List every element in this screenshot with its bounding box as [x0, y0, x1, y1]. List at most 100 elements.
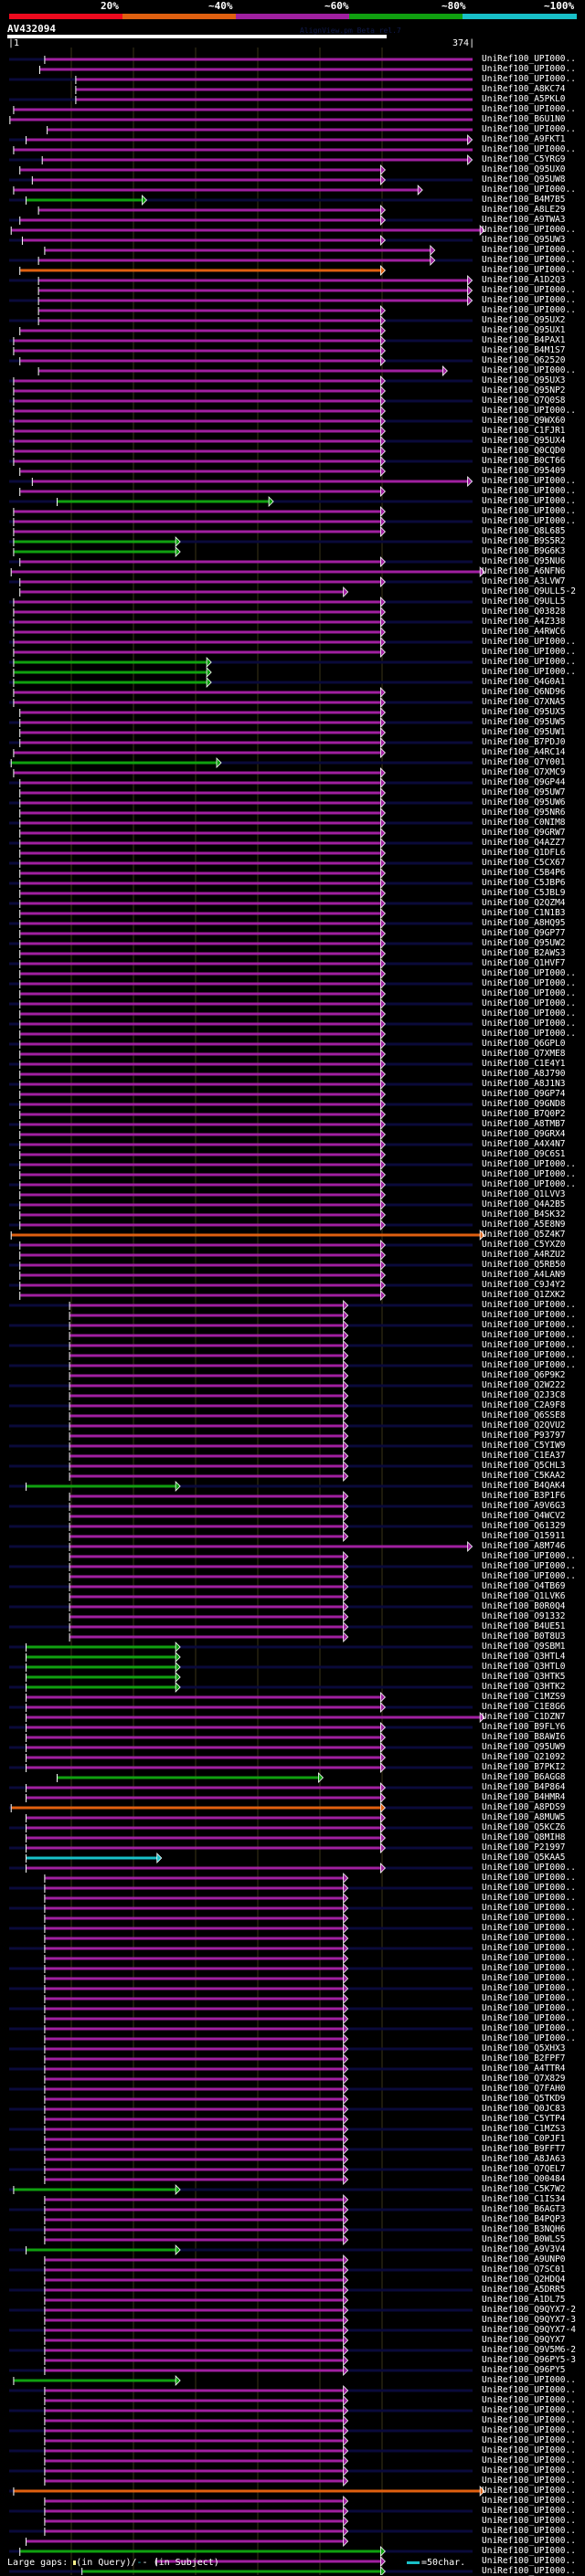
hit-row[interactable]	[9, 106, 473, 114]
hit-row[interactable]	[9, 647, 473, 658]
hit-row[interactable]	[9, 2425, 473, 2436]
hit-row[interactable]	[9, 2064, 473, 2075]
hit-row[interactable]	[9, 1149, 473, 1160]
hit-row[interactable]	[9, 1752, 473, 1763]
hit-row[interactable]	[9, 1300, 473, 1311]
hit-label[interactable]: UniRef100_A8J1N3	[482, 1079, 566, 1089]
hit-row[interactable]	[9, 385, 473, 396]
hit-label[interactable]: UniRef100_Q9GRX4	[482, 1129, 566, 1139]
hit-row[interactable]	[9, 1913, 473, 1924]
hit-row[interactable]	[9, 2516, 473, 2527]
hit-row[interactable]	[9, 667, 473, 678]
hit-row[interactable]	[9, 2415, 473, 2426]
hit-label[interactable]: UniRef100_A9V6G3	[482, 1501, 566, 1511]
hit-label[interactable]: UniRef100_Q1DFL6	[482, 848, 566, 858]
hit-row[interactable]	[9, 2536, 473, 2547]
hit-row[interactable]	[9, 516, 473, 527]
hit-row[interactable]	[9, 576, 473, 587]
hit-row[interactable]	[9, 1189, 473, 1200]
hit-label[interactable]: UniRef100_UPI000..	[482, 1953, 576, 1963]
hit-row[interactable]	[9, 2546, 473, 2557]
hit-label[interactable]: UniRef100_UPI000..	[482, 1008, 576, 1019]
hit-label[interactable]: UniRef100_UPI000..	[482, 1983, 576, 1993]
hit-row[interactable]	[9, 978, 473, 989]
hit-label[interactable]: UniRef100_Q5RB50	[482, 1260, 566, 1270]
hit-row[interactable]	[9, 164, 473, 175]
hit-label[interactable]: UniRef100_UPI000..	[482, 2405, 576, 2415]
hit-label[interactable]: UniRef100_B4PAX1	[482, 335, 566, 345]
hit-label[interactable]: UniRef100_UPI000..	[482, 245, 576, 255]
hit-row[interactable]	[9, 315, 473, 326]
hit-row[interactable]	[9, 1380, 473, 1391]
hit-label[interactable]: UniRef100_UPI000..	[482, 2526, 576, 2536]
hit-row[interactable]	[9, 146, 473, 154]
hit-row[interactable]	[9, 126, 473, 134]
hit-row[interactable]	[9, 406, 473, 417]
hit-label[interactable]: UniRef100_Q8MIH8	[482, 1832, 566, 1842]
hit-row[interactable]	[9, 1782, 473, 1793]
hit-label[interactable]: UniRef100_C0PJF1	[482, 2134, 566, 2144]
hit-row[interactable]	[9, 1963, 473, 1974]
hit-label[interactable]: UniRef100_Q3HTK5	[482, 1672, 566, 1682]
hit-row[interactable]	[9, 2013, 473, 2024]
hit-label[interactable]: UniRef100_B4P864	[482, 1782, 566, 1792]
hit-label[interactable]: UniRef100_A9UNP0	[482, 2254, 566, 2265]
hit-row[interactable]	[9, 1099, 473, 1110]
hit-label[interactable]: UniRef100_Q21092	[482, 1752, 566, 1762]
hit-row[interactable]	[9, 2405, 473, 2416]
hit-label[interactable]: UniRef100_UPI000..	[482, 1340, 576, 1350]
hit-label[interactable]: UniRef100_Q1HVF7	[482, 958, 566, 968]
hit-row[interactable]	[9, 2476, 473, 2486]
hit-label[interactable]: UniRef100_A5DRR5	[482, 2285, 566, 2295]
hit-row[interactable]	[9, 2375, 473, 2386]
hit-row[interactable]	[9, 1481, 473, 1492]
hit-label[interactable]: UniRef100_B8AWI6	[482, 1732, 566, 1742]
hit-row[interactable]	[9, 858, 473, 869]
hit-row[interactable]	[9, 1461, 473, 1472]
hit-label[interactable]: UniRef100_B4M7B5	[482, 195, 566, 205]
hit-label[interactable]: UniRef100_B7PKI2	[482, 1762, 566, 1772]
hit-label[interactable]: UniRef100_UPI000..	[482, 1169, 576, 1179]
hit-label[interactable]: UniRef100_Q6ND96	[482, 687, 566, 697]
hit-row[interactable]	[9, 2194, 473, 2205]
hit-label[interactable]: UniRef100_UPI000..	[482, 988, 576, 998]
hit-label[interactable]: UniRef100_C9J4Y2	[482, 1280, 566, 1290]
hit-label[interactable]: UniRef100_Q7SC01	[482, 2265, 566, 2275]
hit-label[interactable]: UniRef100_B3P1F6	[482, 1491, 566, 1501]
hit-row[interactable]	[9, 928, 473, 939]
hit-label[interactable]: UniRef100_Q6P9K2	[482, 1370, 566, 1380]
hit-label[interactable]: UniRef100_UPI000..	[482, 2415, 576, 2425]
hit-label[interactable]: UniRef100_Q0CQD0	[482, 446, 566, 456]
hit-label[interactable]: UniRef100_UPI000..	[482, 486, 576, 496]
hit-label[interactable]: UniRef100_UPI000..	[482, 305, 576, 315]
hit-row[interactable]	[9, 2526, 473, 2537]
hit-label[interactable]: UniRef100_UPI000..	[482, 1993, 576, 2003]
hit-label[interactable]: UniRef100_Q7XME8	[482, 1049, 566, 1059]
hit-row[interactable]	[9, 134, 473, 145]
hit-row[interactable]	[9, 1250, 473, 1261]
hit-label[interactable]: UniRef100_Q9C6S1	[482, 1149, 566, 1159]
hit-label[interactable]: UniRef100_B0CT66	[482, 456, 566, 466]
hit-row[interactable]	[9, 96, 473, 104]
hit-row[interactable]	[9, 2114, 473, 2125]
hit-label[interactable]: UniRef100_UPI000..	[482, 1360, 576, 1370]
hit-label[interactable]: UniRef100_A9TWA3	[482, 215, 566, 225]
hit-label[interactable]: UniRef100_C1EA37	[482, 1451, 566, 1461]
hit-label[interactable]: UniRef100_Q9ULL5-2	[482, 586, 576, 596]
hit-label[interactable]: UniRef100_Q4A2B5	[482, 1199, 566, 1209]
hit-label[interactable]: UniRef100_C5KAA2	[482, 1471, 566, 1481]
hit-label[interactable]: UniRef100_A8KC74	[482, 84, 566, 94]
hit-row[interactable]	[9, 707, 473, 718]
hit-label[interactable]: UniRef100_B0WLS5	[482, 2234, 566, 2244]
hit-row[interactable]	[9, 958, 473, 969]
hit-label[interactable]: UniRef100_UPI000..	[482, 2506, 576, 2516]
hit-label[interactable]: UniRef100_Q9ULL5	[482, 596, 566, 607]
hit-row[interactable]	[9, 1983, 473, 1994]
hit-label[interactable]: UniRef100_UPI000..	[482, 2476, 576, 2486]
hit-label[interactable]: UniRef100_Q95NR6	[482, 808, 566, 818]
hit-row[interactable]	[9, 767, 473, 778]
hit-label[interactable]: UniRef100_C1MZS3	[482, 2124, 566, 2134]
hit-row[interactable]	[9, 2566, 473, 2575]
hit-row[interactable]	[9, 1822, 473, 1833]
hit-row[interactable]	[9, 998, 473, 1009]
